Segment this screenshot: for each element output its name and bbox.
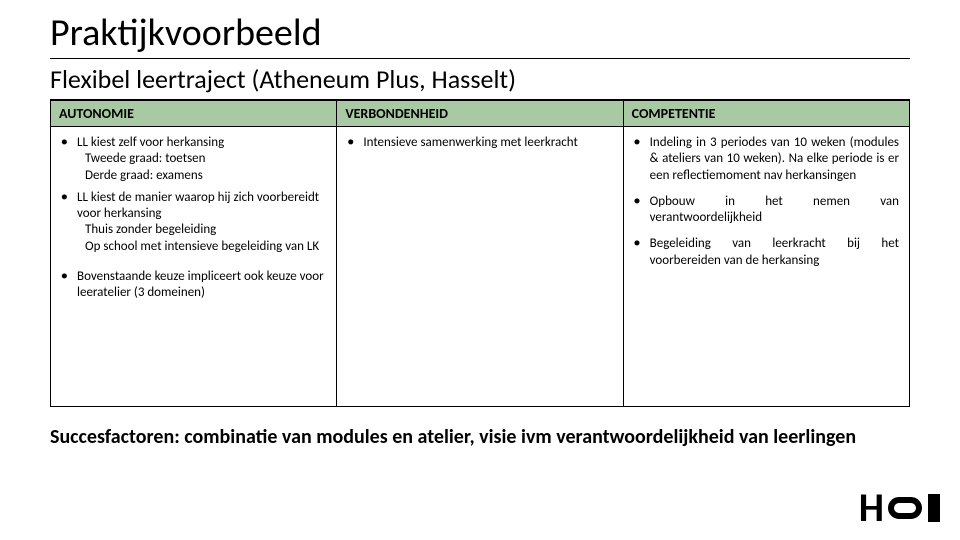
list-item: Indeling in 3 periodes van 10 weken (mod…: [634, 135, 899, 184]
page-title: Praktijkvoorbeeld: [50, 10, 910, 56]
cell-competentie: Indeling in 3 periodes van 10 weken (mod…: [623, 127, 909, 407]
bullet-text: Indeling in 3 periodes van 10 weken (mod…: [650, 135, 899, 183]
bullet-text: Bovenstaande keuze impliceert ook keuze …: [77, 269, 324, 300]
sub-text: Tweede graad: toetsen: [77, 151, 326, 167]
table-header-row: AUTONOMIE VERBONDENHEID COMPETENTIE: [51, 101, 910, 127]
bullet-text: Begeleiding van leerkracht bij het voorb…: [650, 236, 899, 267]
sub-text: Thuis zonder begeleiding: [77, 222, 326, 238]
bullet-text: LL kiest de manier waarop hij zich voorb…: [77, 190, 319, 221]
logo-bar-icon: [928, 494, 940, 522]
sub-text: Derde graad: examens: [77, 168, 326, 184]
header-autonomie: AUTONOMIE: [51, 101, 337, 127]
autonomie-list-2: Bovenstaande keuze impliceert ook keuze …: [61, 269, 326, 302]
footer-text: Succesfactoren: combinatie van modules e…: [50, 425, 910, 449]
cell-autonomie: LL kiest zelf voor herkansing Tweede gra…: [51, 127, 337, 407]
autonomie-list: LL kiest zelf voor herkansing Tweede gra…: [61, 135, 326, 255]
list-item: Bovenstaande keuze impliceert ook keuze …: [61, 269, 326, 302]
verbondenheid-list: Intensieve samenwerking met leerkracht: [347, 135, 612, 151]
title-rule: [50, 58, 910, 59]
competentie-list: Indeling in 3 periodes van 10 weken (mod…: [634, 135, 899, 269]
bullet-text: Opbouw in het nemen van verantwoordelijk…: [650, 194, 899, 225]
table-body-row: LL kiest zelf voor herkansing Tweede gra…: [51, 127, 910, 407]
page-subtitle: Flexibel leertraject (Atheneum Plus, Has…: [50, 63, 910, 95]
list-item: Intensieve samenwerking met leerkracht: [347, 135, 612, 151]
bullet-text: Intensieve samenwerking met leerkracht: [363, 135, 577, 150]
list-item: LL kiest de manier waarop hij zich voorb…: [61, 190, 326, 255]
header-competentie: COMPETENTIE: [623, 101, 909, 127]
bullet-text: LL kiest zelf voor herkansing: [77, 135, 224, 150]
list-item: Opbouw in het nemen van verantwoordelijk…: [634, 194, 899, 227]
sub-text: Op school met intensieve begeleiding van…: [77, 239, 326, 255]
header-verbondenheid: VERBONDENHEID: [337, 101, 623, 127]
list-item: LL kiest zelf voor herkansing Tweede gra…: [61, 135, 326, 184]
logo-oval-icon: [888, 497, 922, 519]
cell-verbondenheid: Intensieve samenwerking met leerkracht: [337, 127, 623, 407]
comparison-table: AUTONOMIE VERBONDENHEID COMPETENTIE LL k…: [50, 100, 910, 407]
logo: H: [859, 483, 940, 532]
logo-letter: H: [859, 483, 882, 532]
list-item: Begeleiding van leerkracht bij het voorb…: [634, 236, 899, 269]
slide-page: Praktijkvoorbeeld Flexibel leertraject (…: [0, 0, 960, 449]
